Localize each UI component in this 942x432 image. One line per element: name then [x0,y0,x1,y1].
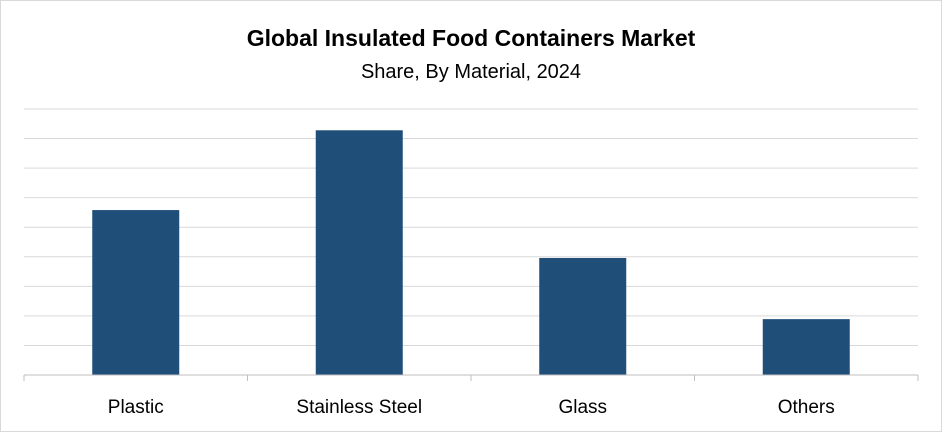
bar-plastic [92,210,180,375]
x-tick-label: Glass [558,397,607,418]
x-tick-label: Plastic [108,397,164,418]
bar-stainless-steel [315,130,403,375]
x-tick-label: Stainless Steel [296,397,422,418]
chart-title: Global Insulated Food Containers Market [247,25,696,51]
bar-glass [539,257,627,375]
bars [92,130,850,375]
x-tick-labels: Plastic Stainless Steel Glass Others [108,397,835,418]
bar-others [762,319,850,375]
chart-subtitle: Share, By Material, 2024 [361,61,581,83]
x-axis [23,374,919,381]
x-tick-label: Others [778,397,835,418]
